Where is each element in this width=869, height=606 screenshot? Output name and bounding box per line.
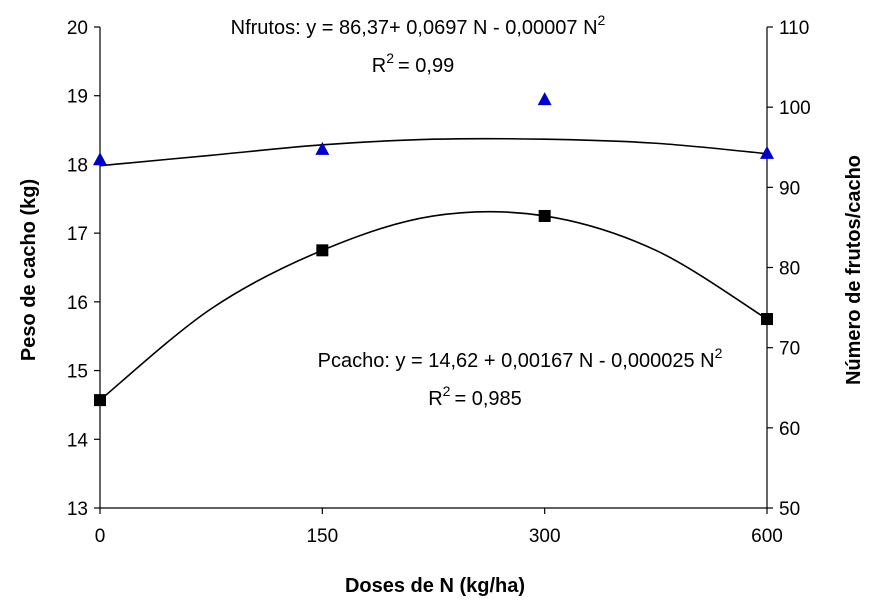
y-right-tick-label: 90 [779,178,800,199]
y-right-tick-label: 100 [779,98,811,119]
pcacho-point [94,394,106,407]
nfrutos-trend-line [99,137,768,167]
x-axis-title: Doses de N (kg/ha) [345,575,525,597]
x-tick-label: 600 [751,526,783,547]
pcacho-trend-line [99,210,768,401]
y-left-tick-label: 19 [67,87,88,108]
pcacho-r2-symbol: R [428,388,442,410]
nfrutos-equation: Nfrutos: y = 86,37+ 0,0697 N - 0,00007 N… [231,12,606,39]
tick-labels: 13 14 15 16 17 18 19 20 50 60 70 80 90 100 110 0 150 300 6… [67,18,811,547]
axes [94,26,773,514]
pcacho-point [538,209,551,222]
pcacho-equation-text: Pcacho: y = 14,62 + 0,00167 N - 0,000025… [318,350,715,372]
nfrutos-point [537,92,552,106]
pcacho-point [761,313,773,326]
nfrutos-point [760,145,774,159]
x-tick-label: 150 [306,526,338,547]
y-left-tick-label: 20 [67,18,88,39]
y-left-tick-label: 15 [67,362,88,383]
pcacho-r2-value: = 0,985 [454,388,521,410]
y-left-tick-label: 17 [67,224,88,245]
y-right-tick-label: 50 [779,499,800,520]
nfrutos-equation-exponent: 2 [598,12,606,28]
y-left-tick-label: 18 [67,155,88,176]
pcacho-equation-exponent: 2 [715,345,723,361]
pcacho-equation: Pcacho: y = 14,62 + 0,00167 N - 0,000025… [318,345,723,372]
nfrutos-r2: R2 = 0,99 [372,50,454,77]
pcacho-r2: R2 = 0,985 [428,383,522,410]
nfrutos-r2-value: = 0,99 [398,55,454,77]
nfrutos-r2-symbol: R [372,55,386,77]
nfrutos-r2-exponent: 2 [386,50,394,66]
data-points [93,92,774,407]
y-axis-right-title: Número de frutos/cacho [843,155,865,385]
y-right-tick-label: 110 [779,18,809,39]
pcacho-point [316,244,329,257]
nfrutos-equation-text: Nfrutos: y = 86,37+ 0,0697 N - 0,00007 N [231,17,598,39]
y-left-tick-label: 16 [67,293,88,314]
y-right-tick-label: 70 [779,339,800,360]
nfrutos-point [93,152,107,166]
x-tick-label: 0 [95,526,106,547]
y-axis-left-title: Peso de cacho (kg) [18,179,40,361]
y-left-tick-label: 14 [67,430,89,451]
trend-curves [99,137,768,401]
y-left-tick-label: 13 [67,499,88,520]
y-right-tick-label: 60 [779,419,800,440]
y-right-tick-label: 80 [779,259,800,280]
x-tick-label: 300 [529,526,561,547]
pcacho-r2-exponent: 2 [443,383,451,399]
nfrutos-point [315,141,330,155]
